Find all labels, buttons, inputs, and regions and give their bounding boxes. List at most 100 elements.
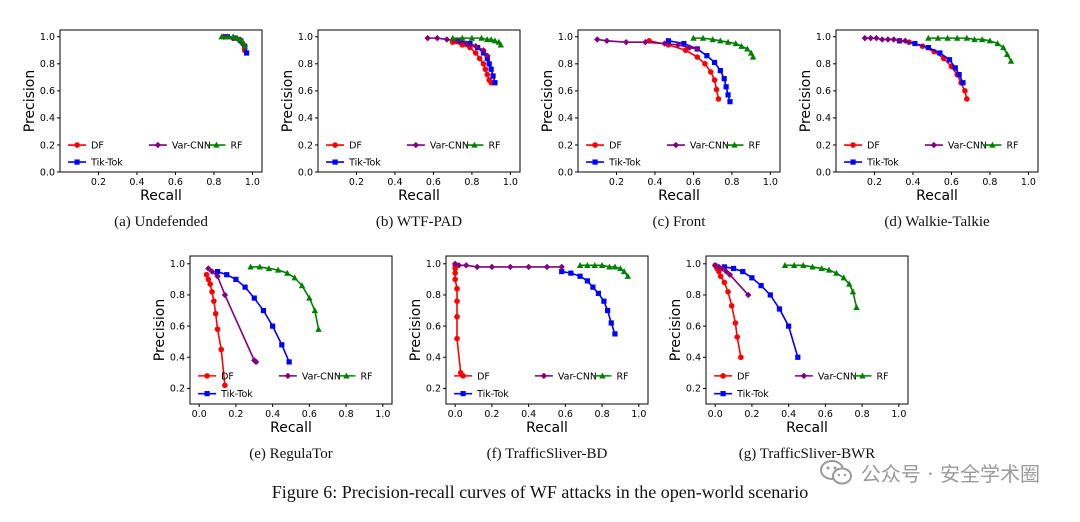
watermark: 公众号 · 安全学术圈 [819,458,1040,487]
data-point [256,263,263,270]
x-tick-label: 0.2 [484,409,499,420]
data-point [452,265,458,272]
series-tiktok [896,38,966,86]
data-point [218,346,225,353]
legend-label: Var-CNN [558,371,597,382]
data-point [207,281,213,287]
subfigure-caption: (b) WTF-PAD [376,214,462,230]
data-point [1004,50,1011,57]
y-tick-label: 0.2 [558,140,573,151]
legend-marker [859,372,866,379]
legend-label: RF [1006,141,1018,152]
data-point [576,261,584,268]
data-point [956,72,962,78]
data-point [818,265,825,272]
y-tick-label: 0.4 [426,353,441,364]
legend-marker [592,142,598,148]
figure-caption: Figure 6: Precision-recall curves of WF … [271,482,809,502]
data-point [960,80,966,86]
legend-marker [74,142,80,148]
x-tick-label: 0.2 [91,177,106,188]
series-varcnn [451,260,565,271]
data-point [612,331,618,337]
x-tick-label: 0.8 [724,177,739,188]
legend-label: RF [360,371,372,382]
plot-frame [577,29,781,173]
data-point [577,273,583,279]
data-point [598,261,606,268]
chart-panel-6: 0.0 0.2 0.4 0.6 0.8 1.0 0.2 0.4 0.6 0.8 1.0 Recall P… [408,255,649,462]
data-point [601,298,607,304]
chart-panel-3: 0.2 0.4 0.6 0.8 1.0 0.0 0.2 0.4 0.6 0.8 1.0 Recall P… [540,29,781,230]
y-tick-label: 0.6 [426,321,441,332]
data-point [624,272,631,279]
y-tick-label: 0.8 [40,59,55,70]
y-axis-label: Precision [798,70,814,132]
series-df [906,39,970,102]
series-line [561,270,616,335]
data-point [800,261,807,268]
x-axis-label: Recall [270,420,312,436]
legend-item: Tik-Tok [326,158,381,169]
legend-item: Tik-Tok [586,158,641,169]
x-tick-label: 0.4 [387,177,402,188]
x-axis-label: Recall [916,188,958,204]
x-axis-label: Recall [786,420,828,436]
data-point [1000,44,1007,51]
legend-marker [460,391,466,397]
legend-marker [332,142,338,148]
legend-marker [74,159,80,165]
legend-item: Var-CNN [794,371,857,382]
data-point [467,40,473,47]
data-point [963,34,971,41]
x-tick-label: 0.6 [426,177,441,188]
legend-marker [460,373,466,379]
data-point [840,274,847,281]
data-point [846,280,853,287]
y-axis-label: Precision [280,70,296,132]
data-point [490,73,496,79]
data-point [833,269,840,276]
data-point [467,44,473,51]
data-point [962,88,968,94]
data-point [474,263,481,271]
subfigure-caption: (e) RegulaTor [249,446,333,462]
data-point [725,289,731,295]
series-line [250,266,320,330]
y-tick-label: 0.0 [298,167,313,178]
x-axis-label: Recall [398,188,440,204]
legend-item: Var-CNN [534,371,597,382]
x-tick-label: 0.2 [349,177,364,188]
data-point [738,42,745,49]
data-point [224,33,231,40]
series-df [646,38,722,102]
data-point [203,271,210,278]
data-point [721,264,727,270]
data-point [686,44,693,51]
series-tiktok [214,268,292,365]
legend-label: RF [616,371,628,382]
x-tick-label: 0.0 [708,409,723,420]
y-axis-label: Precision [152,299,168,361]
data-point [727,99,733,105]
x-tick-label: 1.0 [631,409,646,420]
data-point [690,34,697,41]
data-point [434,34,441,42]
data-point [221,291,229,299]
data-point [734,334,741,340]
data-point [443,36,451,43]
y-axis-label: Precision [668,299,684,361]
data-point [270,323,276,329]
x-tick-label: 0.6 [168,177,183,188]
data-point [298,282,306,289]
legend-marker [204,391,210,397]
legend-item: Var-CNN [406,141,469,152]
data-point [603,37,611,45]
subfigure-caption: (g) TrafficSliver-BWR [739,446,876,462]
x-tick-label: 0.8 [982,177,997,188]
legend-label: Var-CNN [948,141,987,152]
data-point [964,96,970,102]
data-point [661,40,668,47]
data-point [694,45,701,53]
legend-item: Tik-Tok [68,158,123,169]
